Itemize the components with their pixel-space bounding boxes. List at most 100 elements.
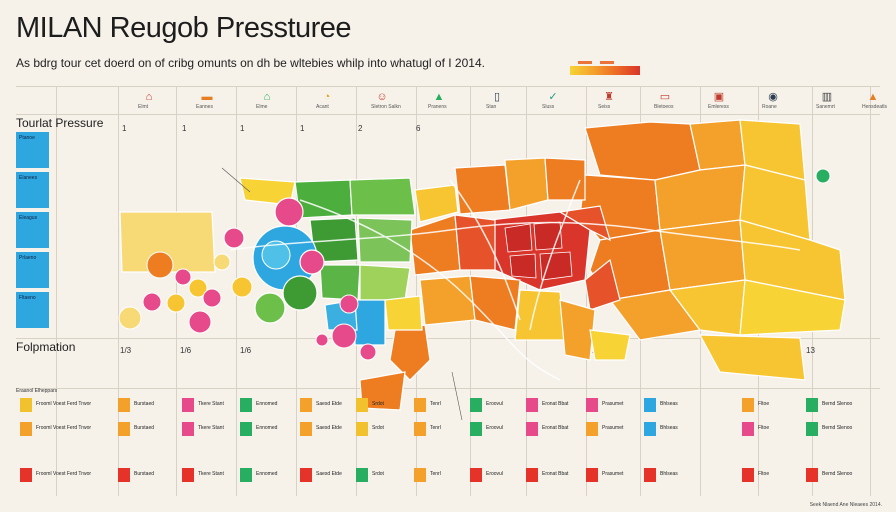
legend-text: Eronat Bbat bbox=[542, 425, 569, 431]
historic-center-districts bbox=[489, 205, 621, 311]
legend-swatch bbox=[742, 422, 754, 436]
pressure-level-label: Prlaeno bbox=[19, 255, 37, 261]
pressure-level-label: Eleagus bbox=[19, 215, 38, 221]
check-icon: ✓ bbox=[548, 91, 558, 103]
legend-swatch bbox=[182, 422, 194, 436]
legend-swatch bbox=[182, 468, 194, 482]
legend-swatch bbox=[470, 398, 482, 412]
info-number: 1/6 bbox=[240, 346, 252, 355]
legend-swatch bbox=[526, 468, 538, 482]
legend-text: Fltoe bbox=[758, 471, 770, 477]
column-number: 2 bbox=[358, 124, 363, 133]
legend-text: Frooml Voest Ferd Trwor bbox=[36, 471, 92, 477]
house-icon: ⌂ bbox=[263, 91, 271, 103]
legend-swatch bbox=[470, 468, 482, 482]
lock-icon: ◉ bbox=[768, 91, 778, 103]
pressure-level-bar: Ptanoe bbox=[16, 132, 49, 168]
legend-swatch bbox=[300, 398, 312, 412]
section-title-information: Folpmation bbox=[16, 340, 76, 354]
icon-label: Sluss bbox=[542, 104, 555, 110]
icon-label: Emleress bbox=[708, 104, 729, 110]
column-number: 1 bbox=[240, 124, 245, 133]
legend-text: Eronat Bbat bbox=[542, 471, 569, 477]
icon-label: Hensdeatls bbox=[862, 104, 888, 110]
column-number: 1 bbox=[182, 124, 187, 133]
legend-swatch bbox=[414, 422, 426, 436]
page-subtitle: As bdrg tour cet doerd on of cribg omunt… bbox=[16, 56, 485, 70]
legend-swatch bbox=[20, 398, 32, 412]
legend-swatch bbox=[300, 468, 312, 482]
icon-label: Sletron Salkn bbox=[371, 104, 401, 110]
legend-swatch bbox=[240, 468, 252, 482]
legend-text: Fltoe bbox=[758, 401, 770, 407]
legend-text: Frooml Voest Ferd Trwor bbox=[36, 425, 92, 431]
pressure-scale-bar bbox=[570, 66, 640, 75]
legend-text: Burstaed bbox=[134, 471, 155, 477]
legend-text: Ennomed bbox=[256, 471, 278, 477]
legend-swatch bbox=[644, 422, 656, 436]
info-subtitle: Eraanol Elheppars bbox=[16, 388, 58, 394]
pressure-level-bar: Prlaeno bbox=[16, 252, 49, 288]
leader-line bbox=[451, 371, 463, 421]
legend-swatch bbox=[356, 422, 368, 436]
legend-swatch bbox=[118, 398, 130, 412]
page-title: MILAN Reugob Pressturee bbox=[16, 12, 352, 44]
icon-label: Sanemrt bbox=[816, 104, 835, 110]
icon-label: Pranens bbox=[428, 104, 447, 110]
icon-label: Elmt bbox=[138, 104, 148, 110]
icon-header-row: ⌂ Elmt ▬ Eannes ⌂ Elme ◔ Acant ☺ Sletron Salkn ▲ Pr… bbox=[0, 86, 896, 114]
legend-swatch bbox=[742, 468, 754, 482]
north-west-yellow-districts bbox=[119, 177, 423, 346]
grid-column-line bbox=[870, 86, 871, 496]
legend-swatch bbox=[20, 422, 32, 436]
legend-swatch bbox=[300, 422, 312, 436]
column-number: 1 bbox=[300, 124, 305, 133]
column-number: 6 bbox=[416, 124, 421, 133]
legend-swatch bbox=[182, 398, 194, 412]
info-number: 13 bbox=[806, 346, 815, 355]
legend-swatch bbox=[240, 398, 252, 412]
warning-icon: ▲ bbox=[867, 91, 879, 103]
legend-text: Eroovul bbox=[486, 471, 503, 477]
scale-marker bbox=[600, 61, 614, 64]
legend-swatch bbox=[526, 398, 538, 412]
scale-marker bbox=[578, 61, 592, 64]
legend-text: Prasumet bbox=[602, 471, 624, 477]
pressure-level-bar: Elanees bbox=[16, 172, 49, 208]
legend-text: Bernd Slenoo bbox=[822, 401, 853, 407]
legend-text: Prasumet bbox=[602, 425, 624, 431]
icon-label: Elme bbox=[256, 104, 268, 110]
outer-districts-east bbox=[579, 119, 846, 381]
legend-text: Saesd Etde bbox=[316, 401, 342, 407]
grid-column-line bbox=[56, 86, 57, 496]
legend-swatch bbox=[20, 468, 32, 482]
west-green-districts bbox=[294, 177, 416, 301]
grid-column-line bbox=[118, 86, 119, 496]
info-number: 1/3 bbox=[120, 346, 132, 355]
legend-text: Srdot bbox=[372, 471, 384, 477]
legend-text: Saesd Etde bbox=[316, 425, 342, 431]
clock-icon: ◔ bbox=[323, 91, 331, 103]
pressure-level-label: Ptanoe bbox=[19, 135, 35, 141]
legend-text: Ennomed bbox=[256, 401, 278, 407]
grid-column-line bbox=[176, 86, 177, 496]
legend-swatch bbox=[586, 422, 598, 436]
icon-label: Stan bbox=[486, 104, 497, 110]
legend-swatch bbox=[806, 398, 818, 412]
icon-label: Eannes bbox=[196, 104, 213, 110]
bed-icon: ▬ bbox=[201, 91, 213, 103]
inner-ring-districts bbox=[359, 157, 631, 411]
icon-label: Bletoeos bbox=[654, 104, 674, 110]
grid-column-line bbox=[416, 86, 417, 496]
ticket-icon: ▭ bbox=[659, 91, 671, 103]
pressure-level-label: Fltaeno bbox=[19, 295, 36, 301]
legend-text: Tenrl bbox=[430, 471, 441, 477]
building-icon: ▯ bbox=[493, 91, 501, 103]
legend-swatch bbox=[644, 468, 656, 482]
legend-text: Srdot bbox=[372, 425, 384, 431]
legend-swatch bbox=[586, 398, 598, 412]
pressure-level-bar: Fltaeno bbox=[16, 292, 49, 328]
column-number: 1 bbox=[122, 124, 127, 133]
icon-label: Seiss bbox=[598, 104, 611, 110]
